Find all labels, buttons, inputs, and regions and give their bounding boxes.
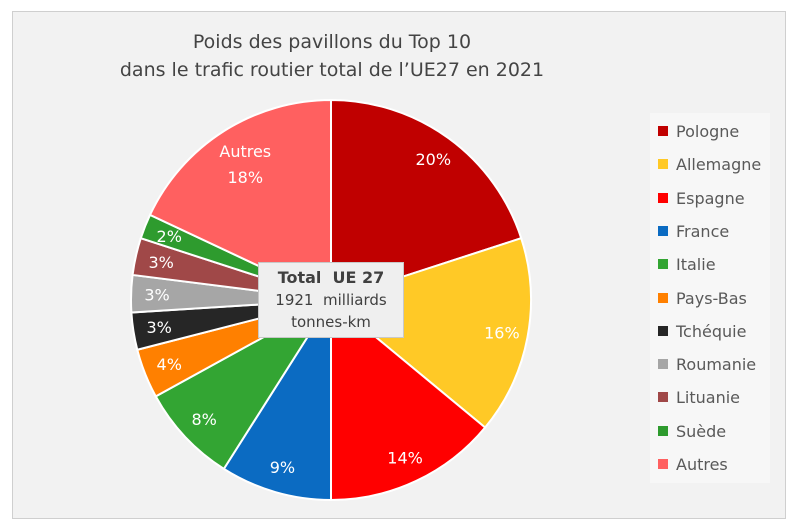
pie-slice-autres [148, 98, 332, 302]
legend-item-lituanie: Lituanie [658, 386, 740, 410]
legend-swatch [658, 192, 668, 203]
data-label-allemagne: 16% [484, 324, 520, 343]
legend-item-roumanie: Roumanie [658, 353, 756, 377]
pie-slice-italie [154, 299, 332, 471]
data-label-espagne: 14% [387, 448, 423, 467]
legend-swatch [658, 259, 668, 270]
data-label-roumanie: 3% [144, 286, 169, 305]
data-label-lituanie: 3% [148, 253, 173, 272]
legend-label: Tchéquie [676, 321, 747, 341]
legend-swatch [658, 359, 668, 370]
legend-label: Autres [676, 455, 728, 474]
title-line-2: dans le trafic routier total de l’UE27 e… [119, 59, 545, 81]
legend-label: Roumanie [676, 355, 757, 375]
legend-item-italie: Italie [658, 253, 716, 277]
center-line-2: 1921 milliards [275, 291, 387, 309]
legend-swatch [658, 225, 668, 236]
legend-label: Allemagne [676, 155, 762, 175]
title-line-1: Poids des pavillons du Top 10 [192, 31, 472, 53]
legend-item-espagne: Espagne [658, 187, 745, 211]
legend-label: Lituanie [676, 388, 741, 408]
data-label-pays-bas: 4% [157, 355, 182, 374]
legend-label: Italie [676, 255, 716, 275]
chart-title: Poids des pavillons du Top 10 dans le tr… [0, 28, 664, 84]
data-label-pologne: 20% [415, 150, 451, 169]
data-label-autres: 18% [227, 168, 263, 187]
legend-label: France [676, 221, 730, 241]
center-line-3: tonnes-km [291, 313, 371, 331]
legend-label: Pologne [676, 122, 740, 141]
legend-label: Suède [676, 421, 727, 441]
legend-item-allemagne: Allemagne [658, 153, 761, 177]
legend-item-suède: Suède [658, 420, 726, 444]
data-label-tchéquie: 3% [146, 318, 171, 337]
legend-item-autres: Autres [658, 453, 728, 477]
legend-swatch [658, 126, 668, 136]
legend-label: Espagne [676, 188, 745, 208]
data-label-category: Autres [219, 142, 271, 161]
pie-slice-france [222, 296, 332, 502]
legend-swatch [658, 425, 668, 436]
data-label-italie: 8% [191, 410, 216, 429]
legend-swatch [658, 159, 668, 170]
data-label-suède: 2% [157, 227, 182, 246]
legend-swatch [658, 292, 668, 303]
legend-item-pays-bas: Pays-Bas [658, 287, 747, 311]
legend-swatch [658, 325, 668, 336]
legend-item-tchéquie: Tchéquie [658, 320, 746, 344]
legend-label: Pays-Bas [676, 288, 747, 308]
center-annotation: Total UE 27 1921 milliards tonnes-km [258, 262, 404, 338]
legend-swatch [658, 459, 668, 469]
data-label-france: 9% [270, 458, 295, 477]
pie-slice-espagne [330, 297, 487, 502]
pie-slice-pologne [330, 98, 523, 302]
center-line-1: Total UE 27 [277, 268, 385, 287]
legend: Pologne Allemagne Espagne France Italie Pays-… [650, 113, 770, 483]
legend-item-pologne: Pologne [658, 120, 739, 144]
legend-swatch [658, 392, 668, 403]
legend-item-france: France [658, 220, 729, 244]
